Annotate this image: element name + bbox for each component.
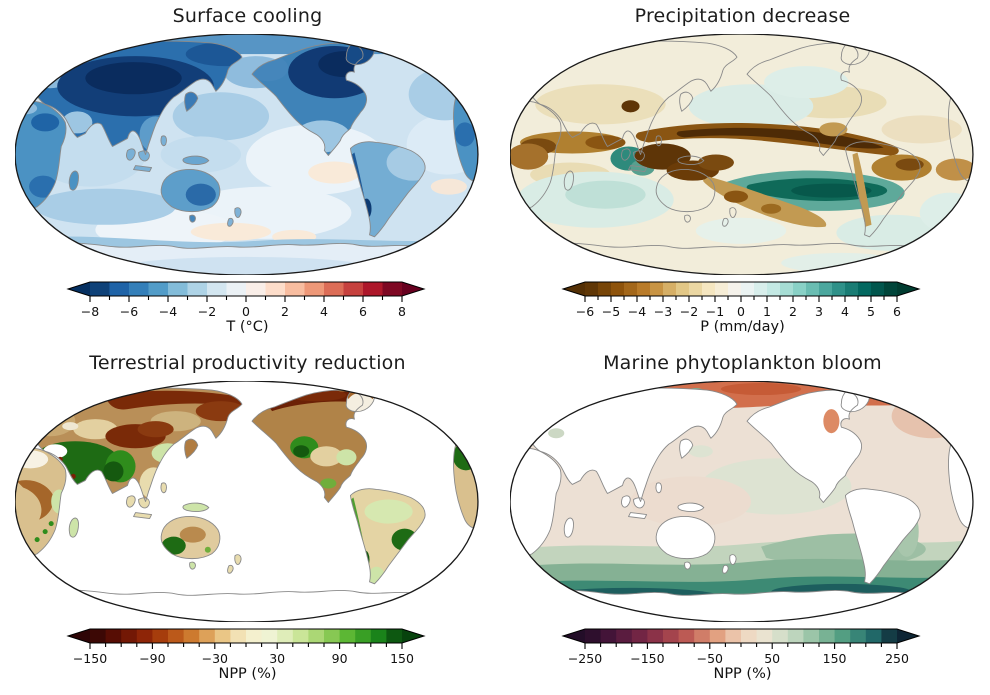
colorbar-axis-label: T (°C) bbox=[226, 319, 269, 335]
svg-text:150: 150 bbox=[823, 651, 847, 666]
svg-text:−6: −6 bbox=[120, 304, 138, 319]
svg-text:−2: −2 bbox=[680, 304, 698, 319]
panel-title: Terrestrial productivity reduction bbox=[89, 352, 406, 374]
panel-terrestrial-productivity: Terrestrial productivity reduction bbox=[0, 347, 495, 695]
panel-surface-cooling: Surface cooling bbox=[0, 0, 495, 347]
panel-title: Marine phytoplankton bloom bbox=[603, 352, 882, 374]
map-data-layers bbox=[15, 34, 478, 275]
map-marine-phytoplankton bbox=[510, 381, 974, 622]
colorbar-marine-npp: −250 −150 −50 50 150 250 bbox=[559, 628, 925, 668]
svg-text:4: 4 bbox=[320, 304, 328, 319]
svg-text:−4: −4 bbox=[628, 304, 646, 319]
svg-text:−1: −1 bbox=[706, 304, 724, 319]
svg-text:−250: −250 bbox=[568, 651, 602, 666]
svg-text:8: 8 bbox=[398, 304, 406, 319]
svg-text:−30: −30 bbox=[202, 651, 228, 666]
svg-text:4: 4 bbox=[841, 304, 849, 319]
colorbar-svg: −6 −5 −4 −3 −2 −1 0 1 2 3 4 5 6 bbox=[561, 281, 921, 319]
colorbar-axis-label: P (mm/day) bbox=[700, 319, 785, 335]
svg-text:−2: −2 bbox=[198, 304, 216, 319]
svg-text:30: 30 bbox=[269, 651, 285, 666]
svg-text:−50: −50 bbox=[697, 651, 723, 666]
svg-text:−150: −150 bbox=[630, 651, 664, 666]
colorbar-svg: −8 −6 −4 −2 0 2 4 6 8 bbox=[66, 281, 426, 319]
svg-text:−6: −6 bbox=[576, 304, 594, 319]
panel-title: Precipitation decrease bbox=[634, 5, 851, 27]
colorbar-svg: −150 −90 −30 30 90 150 bbox=[66, 628, 426, 666]
svg-text:−90: −90 bbox=[139, 651, 165, 666]
map-terrestrial-productivity bbox=[15, 381, 479, 622]
panel-precipitation-decrease: Precipitation decrease bbox=[495, 0, 990, 347]
svg-text:2: 2 bbox=[281, 304, 289, 319]
svg-text:−8: −8 bbox=[81, 304, 99, 319]
svg-text:90: 90 bbox=[332, 651, 348, 666]
map-surface-cooling bbox=[15, 34, 479, 275]
colorbar-axis-label: NPP (%) bbox=[713, 666, 772, 682]
svg-text:0: 0 bbox=[737, 304, 745, 319]
map-data-layers bbox=[15, 381, 478, 622]
colorbar-land-npp: −150 −90 −30 30 90 150 bbox=[64, 628, 430, 668]
svg-text:1: 1 bbox=[763, 304, 771, 319]
map-precipitation-decrease bbox=[510, 34, 974, 275]
colorbar-precipitation: −6 −5 −4 −3 −2 −1 0 1 2 3 4 5 6 bbox=[559, 281, 925, 321]
colorbar-axis-label: NPP (%) bbox=[218, 666, 277, 682]
panel-marine-phytoplankton: Marine phytoplankton bloom bbox=[495, 347, 990, 695]
svg-text:6: 6 bbox=[893, 304, 901, 319]
map-data-layers bbox=[510, 34, 973, 275]
map-data-layers bbox=[510, 381, 973, 622]
svg-text:2: 2 bbox=[789, 304, 797, 319]
svg-text:250: 250 bbox=[885, 651, 909, 666]
svg-text:−150: −150 bbox=[73, 651, 107, 666]
svg-text:−5: −5 bbox=[602, 304, 620, 319]
svg-text:150: 150 bbox=[390, 651, 414, 666]
svg-text:5: 5 bbox=[867, 304, 875, 319]
svg-text:50: 50 bbox=[764, 651, 780, 666]
svg-text:0: 0 bbox=[242, 304, 250, 319]
svg-text:6: 6 bbox=[359, 304, 367, 319]
colorbar-svg: −250 −150 −50 50 150 250 bbox=[561, 628, 921, 666]
svg-text:−3: −3 bbox=[654, 304, 672, 319]
colorbar-temperature: −8 −6 −4 −2 0 2 4 6 8 bbox=[64, 281, 430, 321]
panel-title: Surface cooling bbox=[172, 5, 323, 27]
svg-text:−4: −4 bbox=[159, 304, 177, 319]
svg-text:3: 3 bbox=[815, 304, 823, 319]
